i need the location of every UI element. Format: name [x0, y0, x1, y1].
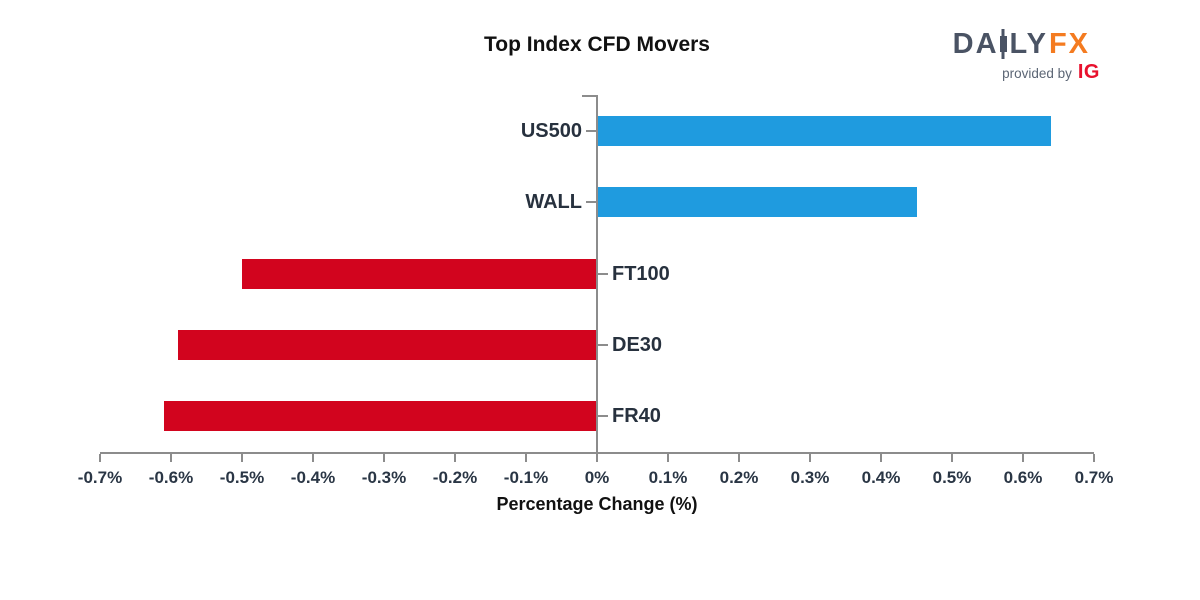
x-tick-label: 0.3%	[790, 468, 830, 487]
zero-axis-line	[596, 95, 598, 452]
category-label-us500: US500	[520, 119, 582, 142]
x-tick-label: -0.1%	[503, 468, 549, 487]
x-tick-label: 0.5%	[932, 468, 972, 487]
x-tick-label: 0.6%	[1003, 468, 1043, 487]
bar-us500	[597, 115, 1052, 146]
x-tick	[667, 454, 669, 462]
logo-text-da: DA	[952, 27, 999, 60]
x-tick-label: -0.6%	[148, 468, 194, 487]
x-tick	[170, 454, 172, 462]
x-axis-title: Percentage Change (%)	[496, 494, 698, 514]
bar-fr40	[163, 401, 597, 432]
bar-ft100	[242, 258, 597, 289]
category-label-wall: WALL	[525, 191, 582, 214]
x-tick	[738, 454, 740, 462]
x-tick	[1093, 454, 1095, 462]
x-tick	[525, 454, 527, 462]
category-tick-us500	[586, 129, 596, 132]
x-tick	[383, 454, 385, 462]
x-tick-label: -0.4%	[290, 468, 336, 487]
bar-de30	[178, 329, 597, 360]
category-tick-wall	[586, 201, 596, 204]
x-tick	[809, 454, 811, 462]
x-tick-label: 0%	[584, 468, 610, 487]
x-tick-label: 0.7%	[1074, 468, 1114, 487]
category-label-ft100: FT100	[612, 262, 670, 285]
logo-wordmark: DA LY FX	[953, 29, 1090, 59]
category-tick-fr40	[598, 415, 608, 418]
logo-text-ly: LY	[1009, 27, 1048, 60]
category-tick-de30	[598, 343, 608, 346]
x-tick	[951, 454, 953, 462]
category-tick-ft100	[598, 272, 608, 275]
x-tick-label: 0.1%	[648, 468, 688, 487]
x-tick-label: -0.3%	[361, 468, 407, 487]
x-tick-label: 0.4%	[861, 468, 901, 487]
zero-axis-top-cap	[582, 95, 597, 97]
x-tick-label: -0.2%	[432, 468, 478, 487]
logo-byline: provided by IG	[1002, 61, 1100, 84]
x-tick-label: 0.2%	[719, 468, 759, 487]
chart-title: Top Index CFD Movers	[484, 33, 710, 56]
dailyfx-logo: DA LY FX provided by IG	[953, 29, 1100, 84]
x-tick	[596, 454, 598, 462]
x-tick	[1022, 454, 1024, 462]
x-tick	[880, 454, 882, 462]
logo-provided-by-text: provided by	[1002, 66, 1072, 81]
x-tick-label: -0.7%	[77, 468, 123, 487]
x-tick-label: -0.5%	[219, 468, 265, 487]
x-tick	[99, 454, 101, 462]
logo-text-fx: FX	[1048, 27, 1090, 60]
category-label-fr40: FR40	[612, 405, 661, 428]
logo-ig-text: IG	[1077, 61, 1100, 83]
x-tick	[454, 454, 456, 462]
candlestick-icon	[999, 29, 1007, 59]
category-label-de30: DE30	[612, 333, 663, 356]
x-axis-line	[100, 452, 1094, 454]
bar-wall	[597, 187, 917, 218]
x-tick	[312, 454, 314, 462]
x-tick	[241, 454, 243, 462]
